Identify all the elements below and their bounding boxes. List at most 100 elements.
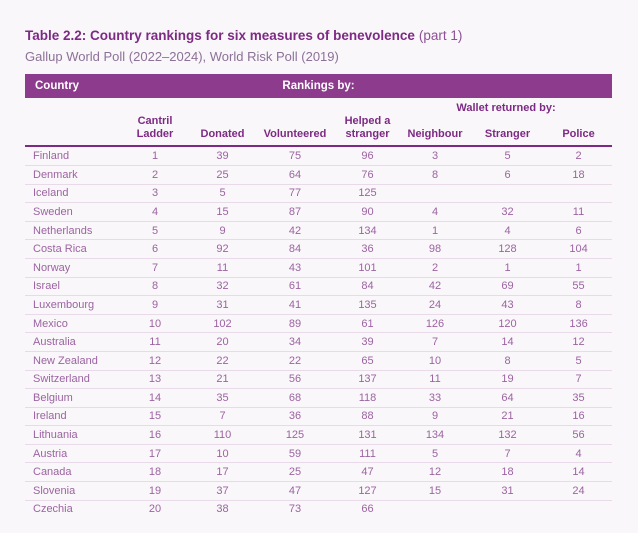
rank-cell: 56 xyxy=(288,373,302,386)
rank-cell: 10 xyxy=(216,447,229,460)
rank-cell: 12 xyxy=(148,354,162,367)
rank-cell: 59 xyxy=(288,447,302,460)
rank-cell: 90 xyxy=(361,205,374,218)
country-cell: Canada xyxy=(33,466,72,479)
rank-cell: 6 xyxy=(151,243,159,256)
rank-cell: 19 xyxy=(148,484,162,497)
rank-cell: 65 xyxy=(361,354,374,367)
rank-cell: 68 xyxy=(288,391,302,404)
table-row: Finland 1 39 75 96 3 5 2 xyxy=(25,146,613,166)
rank-cell: 42 xyxy=(288,224,302,237)
rank-cell: 92 xyxy=(216,243,229,256)
rank-cell: 64 xyxy=(501,391,514,404)
rank-cell: 8 xyxy=(431,168,439,181)
rank-cell: 6 xyxy=(575,224,582,237)
country-cell: Ireland xyxy=(33,410,67,423)
rank-cell: 16 xyxy=(148,429,162,442)
table-row: Netherlands 5 9 42 134 1 4 6 xyxy=(25,221,613,240)
country-cell: Australia xyxy=(33,336,76,349)
col-header-cantril-ladder: Cantril Ladder xyxy=(136,115,174,141)
rank-cell: 89 xyxy=(288,317,302,330)
rank-cell: 11 xyxy=(429,373,441,386)
rank-cell xyxy=(545,184,612,203)
rank-cell: 8 xyxy=(575,298,582,311)
rank-cell: 9 xyxy=(431,410,439,423)
rank-cell: 132 xyxy=(498,429,517,442)
table-row: Luxembourg 9 31 41 135 24 43 8 xyxy=(25,296,613,315)
table-row: Costa Rica 6 92 84 36 98 128 104 xyxy=(25,240,613,259)
rank-cell: 18 xyxy=(501,466,514,479)
table-title: Table 2.2: Country rankings for six meas… xyxy=(25,27,612,44)
rankings-table-head: Wallet returned by: Cantril Ladder Donat… xyxy=(25,98,613,147)
rank-cell: 4 xyxy=(504,224,511,237)
country-cell: Lithuania xyxy=(33,429,78,442)
rank-cell: 15 xyxy=(428,484,442,497)
rank-cell: 66 xyxy=(361,503,374,516)
table-row: Norway 7 11 43 101 2 1 1 xyxy=(25,258,613,278)
rank-cell: 96 xyxy=(361,150,374,163)
column-header-row: Cantril Ladder Donated Volunteered Helpe… xyxy=(25,114,612,146)
country-cell: Belgium xyxy=(33,391,73,404)
rank-cell: 24 xyxy=(572,484,585,497)
rank-cell: 21 xyxy=(501,410,514,423)
rank-cell: 11 xyxy=(149,336,161,349)
rank-cell: 1 xyxy=(575,261,582,274)
rank-cell: 32 xyxy=(501,205,514,218)
rank-cell: 11 xyxy=(572,205,585,218)
rank-cell: 5 xyxy=(504,150,511,163)
rank-cell: 2 xyxy=(151,168,159,181)
rank-cell: 35 xyxy=(216,391,229,404)
rankings-by-label: Rankings by: xyxy=(282,80,355,92)
table-title-main: Table 2.2: Country rankings for six meas… xyxy=(25,28,415,43)
table-row: Belgium 14 35 68 118 33 64 35 xyxy=(25,389,613,408)
rank-cell: 118 xyxy=(358,391,377,404)
rank-cell: 2 xyxy=(575,150,582,163)
rank-cell: 39 xyxy=(216,150,229,163)
table-row: Sweden 4 15 87 90 4 32 11 xyxy=(25,203,613,222)
rank-cell: 32 xyxy=(216,280,229,293)
col-header-neighbour: Neighbour xyxy=(407,128,463,141)
rank-cell: 56 xyxy=(572,429,585,442)
rank-cell: 14 xyxy=(148,391,162,404)
table-row: Canada 18 17 25 47 12 18 14 xyxy=(25,463,613,482)
rank-cell: 76 xyxy=(361,168,374,181)
rank-cell: 84 xyxy=(288,243,302,256)
country-cell: Finland xyxy=(33,150,70,163)
rank-cell: 34 xyxy=(288,336,302,349)
rank-cell: 9 xyxy=(151,298,159,311)
table-figure: Table 2.2: Country rankings for six meas… xyxy=(25,27,613,518)
country-cell: Czechia xyxy=(33,503,73,516)
rank-cell: 38 xyxy=(216,503,229,516)
rank-cell: 14 xyxy=(572,466,585,479)
rank-cell: 18 xyxy=(572,168,585,181)
rank-cell: 9 xyxy=(219,224,226,237)
rank-cell: 88 xyxy=(361,410,374,423)
rank-cell: 17 xyxy=(216,466,229,479)
country-cell: Sweden xyxy=(33,205,73,218)
rank-cell: 35 xyxy=(572,391,585,404)
table-row: Slovenia 19 37 47 127 15 31 24 xyxy=(25,482,613,501)
rank-cell: 47 xyxy=(361,466,374,479)
rank-cell: 4 xyxy=(151,205,159,218)
rank-cell xyxy=(400,500,470,518)
rank-cell: 5 xyxy=(151,224,159,237)
rank-cell: 19 xyxy=(501,373,514,386)
rank-cell: 15 xyxy=(148,410,162,423)
rank-cell: 136 xyxy=(569,317,588,330)
table-row: Ireland 15 7 36 88 9 21 16 xyxy=(25,407,613,426)
rank-cell: 101 xyxy=(358,261,377,274)
country-cell: Austria xyxy=(33,447,68,460)
col-header-stranger: Stranger xyxy=(484,128,531,141)
country-column-label: Country xyxy=(35,80,80,92)
rank-cell: 61 xyxy=(361,317,374,330)
rank-cell: 14 xyxy=(501,336,514,349)
rank-cell: 7 xyxy=(151,261,159,274)
rank-cell: 135 xyxy=(358,298,377,311)
rank-cell: 31 xyxy=(216,298,229,311)
table-row: Israel 8 32 61 84 42 69 55 xyxy=(25,277,613,296)
table-row: Czechia 20 38 73 66 xyxy=(25,500,612,518)
country-cell: Slovenia xyxy=(33,484,76,497)
rank-cell: 84 xyxy=(361,280,374,293)
col-header-donated: Donated xyxy=(200,128,245,141)
rank-cell: 22 xyxy=(216,354,229,367)
